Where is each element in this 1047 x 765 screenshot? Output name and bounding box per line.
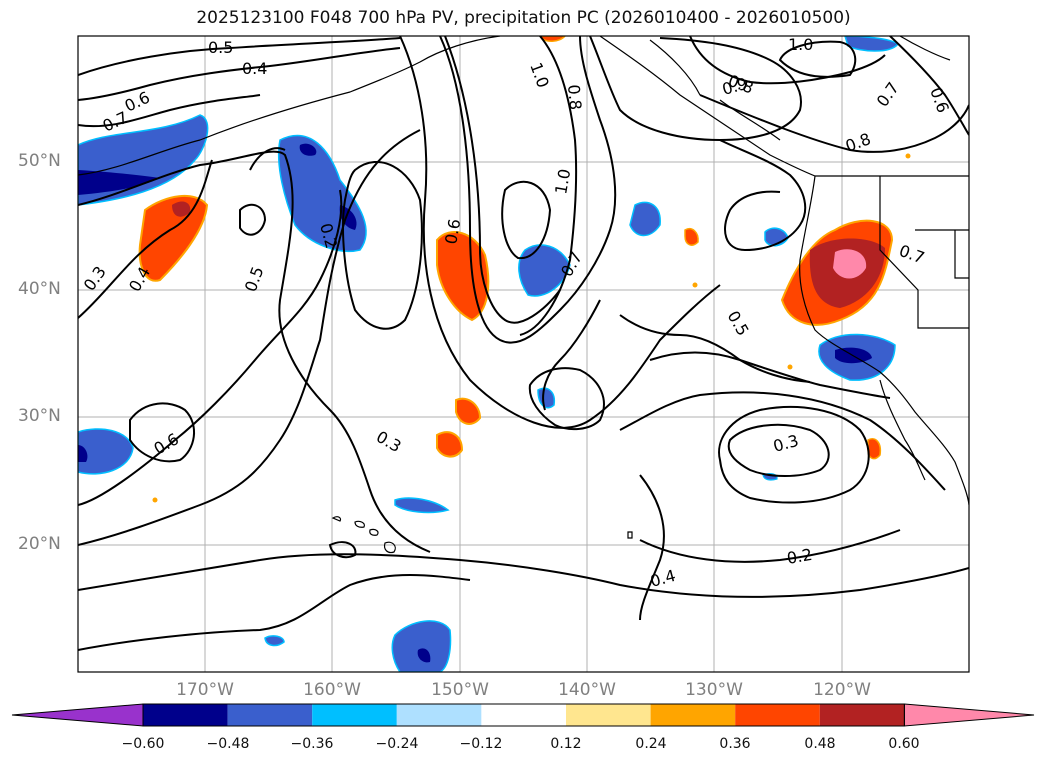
contour-label: 0.5 (208, 38, 233, 57)
plot-area: 0.5 0.4 0.6 0.7 0.3 0.4 0.5 0.2 0.6 0.3 … (78, 35, 969, 672)
colorbar-segment (566, 704, 651, 726)
contour-label: 0.4 (242, 59, 267, 78)
lat-label-30n: 30°N (18, 406, 61, 426)
colorbar-frame (142, 703, 905, 727)
lat-label-20n: 20°N (18, 534, 61, 554)
colorbar-tick-label: 0.12 (550, 736, 582, 752)
colorbar-tick-label: 0.36 (719, 736, 751, 752)
colorbar-tick-label: 0.60 (888, 736, 920, 752)
contour-label: 0.3 (373, 427, 405, 456)
lon-label-140w: 140°W (558, 680, 616, 700)
contour-label: 0.3 (771, 431, 801, 456)
map-title: 2025123100 F048 700 hPa PV, precipitatio… (196, 8, 851, 28)
coastlines (78, 36, 969, 506)
contour-label: 0.6 (441, 217, 464, 245)
pv-contours (78, 36, 969, 651)
lat-label-40n: 40°N (18, 279, 61, 299)
contour-label: 0.7 (897, 241, 927, 268)
colorbar-segment (650, 704, 736, 726)
colorbar-tick-label: 0.48 (804, 736, 836, 752)
colorbar-tick-label: −0.36 (290, 736, 334, 752)
colorbar-extend-high (903, 703, 1035, 727)
map-frame (77, 35, 970, 673)
colorbar-segment (143, 704, 228, 726)
lon-label-120w: 120°W (813, 680, 871, 700)
contour-label: 1.0 (526, 60, 553, 90)
contour-label: 1.0 (551, 167, 574, 195)
colorbar-extend-low (11, 703, 144, 727)
contour-label: 0.7 (873, 79, 903, 111)
lat-label-50n: 50°N (18, 151, 61, 171)
colorbar-segment (227, 704, 313, 726)
colorbar-tick-label: −0.12 (459, 736, 503, 752)
colorbar-segment (312, 704, 397, 726)
colorbar-segment (396, 704, 482, 726)
lon-label-160w: 160°W (303, 680, 361, 700)
contour-label: 0.5 (724, 308, 753, 340)
islands (331, 516, 633, 554)
contour-label: 0.8 (564, 84, 585, 111)
contour-label: 0.4 (648, 566, 678, 591)
contour-label: 0.6 (926, 85, 953, 115)
lon-label-150w: 150°W (431, 680, 489, 700)
contour-label: 1.0 (788, 35, 813, 54)
contour-label: 0.7 (100, 108, 131, 136)
colorbar-segment (735, 704, 820, 726)
colorbar (11, 703, 1035, 727)
colorbar-segment (481, 704, 566, 726)
colorbar-tick-label: −0.48 (206, 736, 250, 752)
lon-label-170w: 170°W (176, 680, 234, 700)
contour-label: 0.6 (151, 429, 183, 458)
colorbar-segment (819, 704, 905, 726)
colorbar-tick-label: 0.24 (635, 736, 667, 752)
lon-label-130w: 130°W (685, 680, 743, 700)
contour-label: 0.2 (785, 545, 813, 568)
colorbar-tick-label: −0.24 (375, 736, 419, 752)
colorbar-tick-label: −0.60 (121, 736, 165, 752)
